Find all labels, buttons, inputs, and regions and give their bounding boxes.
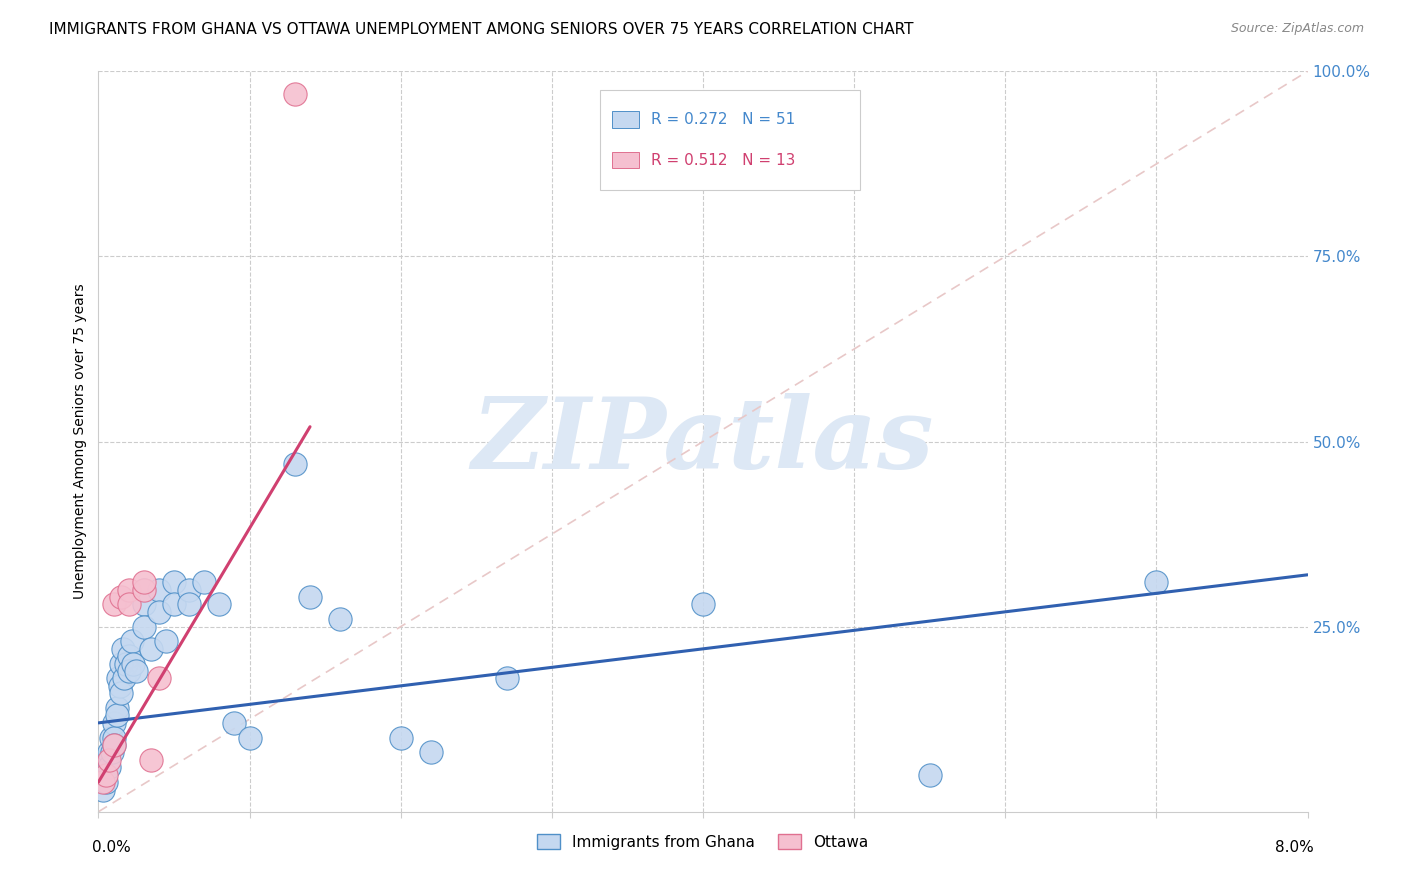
- Point: [125, 664, 148, 678]
- Point: [132, 575, 155, 590]
- Point: [103, 598, 125, 612]
- Point: [420, 746, 443, 760]
- Point: [141, 641, 163, 656]
- Point: [692, 598, 714, 612]
- Point: [208, 598, 231, 612]
- FancyBboxPatch shape: [600, 90, 860, 190]
- Point: [94, 760, 117, 774]
- Point: [107, 672, 129, 686]
- Point: [103, 738, 125, 752]
- Point: [118, 582, 141, 597]
- Point: [495, 672, 517, 686]
- Point: [118, 649, 141, 664]
- Point: [179, 582, 201, 597]
- Point: [389, 731, 412, 745]
- Point: [148, 672, 170, 686]
- Point: [284, 87, 307, 101]
- Point: [224, 715, 246, 730]
- Point: [93, 767, 115, 781]
- Legend: Immigrants from Ghana, Ottawa: Immigrants from Ghana, Ottawa: [531, 828, 875, 856]
- Point: [111, 641, 134, 656]
- Point: [132, 619, 155, 633]
- Point: [103, 715, 125, 730]
- Point: [1146, 575, 1168, 590]
- Point: [91, 775, 114, 789]
- Point: [98, 746, 121, 760]
- Point: [118, 598, 141, 612]
- Text: R = 0.272   N = 51: R = 0.272 N = 51: [651, 112, 796, 127]
- Point: [98, 760, 121, 774]
- Point: [141, 753, 163, 767]
- Text: 0.0%: 0.0%: [93, 840, 131, 855]
- Point: [114, 657, 136, 671]
- Point: [132, 582, 155, 597]
- Text: 8.0%: 8.0%: [1275, 840, 1313, 855]
- Point: [239, 731, 262, 745]
- Y-axis label: Unemployment Among Seniors over 75 years: Unemployment Among Seniors over 75 years: [73, 284, 87, 599]
- Point: [121, 634, 143, 648]
- Point: [100, 731, 122, 745]
- Point: [148, 582, 170, 597]
- Point: [284, 457, 307, 471]
- Point: [94, 775, 117, 789]
- Point: [148, 605, 170, 619]
- Point: [163, 575, 186, 590]
- Point: [179, 598, 201, 612]
- Point: [112, 672, 135, 686]
- Point: [105, 708, 128, 723]
- Point: [108, 679, 131, 693]
- Point: [155, 634, 177, 648]
- Text: IMMIGRANTS FROM GHANA VS OTTAWA UNEMPLOYMENT AMONG SENIORS OVER 75 YEARS CORRELA: IMMIGRANTS FROM GHANA VS OTTAWA UNEMPLOY…: [49, 22, 914, 37]
- Text: R = 0.512   N = 13: R = 0.512 N = 13: [651, 153, 796, 168]
- Point: [122, 657, 145, 671]
- FancyBboxPatch shape: [613, 112, 638, 128]
- Point: [329, 612, 352, 626]
- Point: [299, 590, 322, 604]
- Point: [91, 775, 114, 789]
- Point: [110, 590, 132, 604]
- Point: [91, 782, 114, 797]
- Point: [132, 598, 155, 612]
- Point: [103, 738, 125, 752]
- Point: [193, 575, 215, 590]
- Point: [110, 657, 132, 671]
- Point: [96, 753, 118, 767]
- FancyBboxPatch shape: [613, 152, 638, 169]
- Point: [94, 767, 117, 781]
- Point: [101, 746, 124, 760]
- Point: [132, 582, 155, 597]
- Point: [163, 598, 186, 612]
- Point: [918, 767, 941, 781]
- Text: ZIPatlas: ZIPatlas: [472, 393, 934, 490]
- Point: [110, 686, 132, 700]
- Text: Source: ZipAtlas.com: Source: ZipAtlas.com: [1230, 22, 1364, 36]
- Point: [105, 701, 128, 715]
- Point: [98, 753, 121, 767]
- Point: [103, 731, 125, 745]
- Point: [118, 664, 141, 678]
